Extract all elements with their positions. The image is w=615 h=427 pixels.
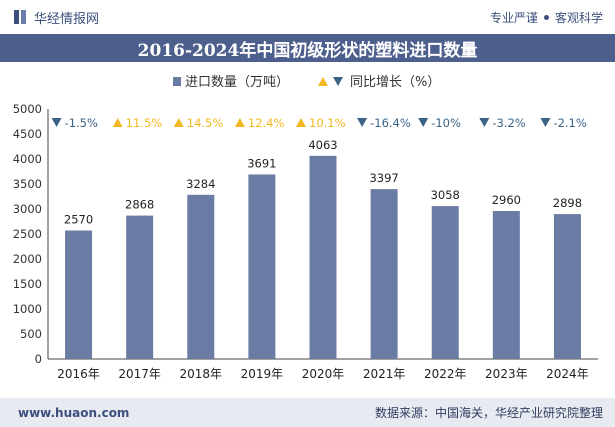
bar — [553, 214, 581, 359]
growth-label: 14.5% — [187, 116, 224, 130]
growth-label: 11.5% — [126, 116, 163, 130]
y-tick-label: 2000 — [13, 252, 42, 266]
y-tick-label: 1000 — [13, 302, 42, 316]
y-tick-label: 4500 — [13, 127, 42, 141]
bar — [370, 189, 398, 359]
x-tick-label: 2016年 — [57, 367, 100, 381]
growth-down-marker — [357, 118, 368, 127]
x-tick-label: 2022年 — [424, 367, 467, 381]
brand: 华经情报网 — [14, 8, 99, 27]
growth-down-marker — [51, 118, 62, 127]
y-tick-label: 5000 — [13, 102, 42, 116]
growth-label: -3.2% — [492, 116, 525, 130]
bar — [309, 155, 337, 359]
bar-value-label: 3284 — [186, 177, 215, 191]
brand-name: 华经情报网 — [34, 11, 100, 27]
y-tick-label: 3000 — [13, 202, 42, 216]
bar-value-label: 2570 — [64, 213, 93, 227]
growth-up-marker — [296, 118, 306, 127]
growth-label: 10.1% — [309, 116, 346, 130]
bar — [126, 215, 154, 359]
y-tick-label: 2500 — [13, 227, 42, 241]
x-tick-label: 2017年 — [118, 367, 161, 381]
footer: www.huaon.com 数据来源：中国海关，华经产业研究院整理 — [0, 398, 615, 427]
y-tick-label: 1500 — [13, 277, 42, 291]
growth-label: -10% — [431, 116, 461, 130]
x-tick-label: 2020年 — [302, 367, 345, 381]
footer-source: 数据来源：中国海关，华经产业研究院整理 — [374, 406, 603, 420]
growth-up-marker — [173, 118, 184, 127]
slogan-right: 客观科学 — [554, 10, 603, 25]
bar-value-label: 3397 — [369, 171, 398, 185]
growth-label: -2.1% — [553, 116, 586, 130]
bar — [187, 194, 215, 359]
x-tick-label: 2024年 — [546, 367, 589, 381]
bar-chart: 进口数量（万吨） 同比增长（%） 0 500 1000 1500 2000 2500 3000 3… — [13, 75, 598, 381]
bar-value-label: 3058 — [431, 188, 460, 202]
bar-value-label: 2868 — [125, 198, 154, 212]
x-tick-label: 2023年 — [485, 367, 528, 381]
legend-marker-up — [318, 77, 328, 86]
logo-icon — [14, 10, 28, 24]
x-tick-label: 2018年 — [180, 367, 223, 381]
dot-icon — [543, 14, 549, 20]
footer-url[interactable]: www.huaon.com — [18, 405, 130, 420]
bar — [65, 230, 93, 359]
growth-label: -1.5% — [65, 116, 98, 130]
legend-label-growth: 同比增长（%） — [350, 75, 440, 90]
x-tick-label: 2021年 — [363, 367, 406, 381]
legend-label-imports: 进口数量（万吨） — [185, 75, 289, 90]
slogan-left: 专业严谨 — [489, 10, 538, 25]
y-tick-label: 500 — [20, 327, 42, 341]
legend-marker-down — [333, 77, 343, 86]
growth-down-marker — [418, 118, 429, 127]
bar-value-label: 4063 — [308, 138, 337, 152]
growth-up-marker — [112, 118, 123, 127]
growth-label: -16.4% — [370, 116, 411, 130]
chart-title: 2016-2024年中国初级形状的塑料进口数量 — [137, 40, 478, 61]
y-tick-label: 3500 — [13, 177, 42, 191]
x-tick-label: 2019年 — [241, 367, 284, 381]
chart-title-bar: 2016-2024年中国初级形状的塑料进口数量 — [0, 34, 615, 62]
slogan: 专业严谨 客观科学 — [490, 9, 603, 26]
y-tick-label: 0 — [35, 352, 42, 366]
bar — [492, 211, 520, 359]
growth-down-marker — [540, 118, 551, 127]
growth-up-marker — [234, 118, 245, 127]
bar-value-label: 2960 — [492, 193, 521, 207]
y-tick-label: 4000 — [13, 152, 42, 166]
growth-down-marker — [479, 118, 490, 127]
bar-value-label: 3691 — [247, 156, 276, 170]
legend-swatch-imports — [173, 77, 181, 86]
top-bar: 华经情报网 专业严谨 客观科学 — [0, 0, 615, 34]
bar — [248, 174, 276, 359]
bar-value-label: 2898 — [553, 196, 582, 210]
growth-label: 12.4% — [248, 116, 285, 130]
bar — [431, 206, 459, 359]
